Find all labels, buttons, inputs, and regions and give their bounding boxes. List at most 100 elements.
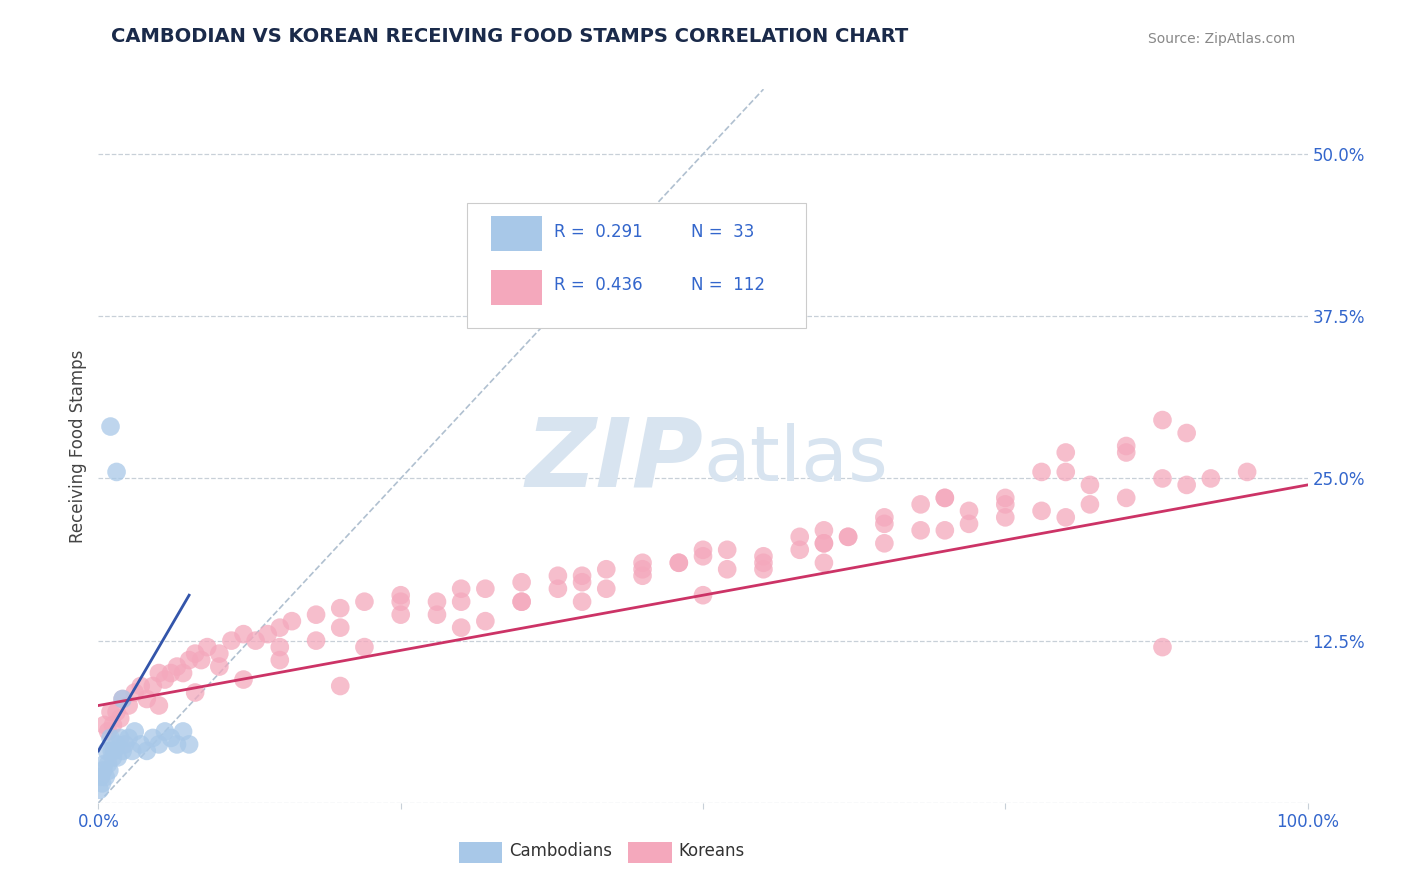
Point — [100, 419, 122, 434]
Point — [668, 556, 690, 570]
Point — [329, 601, 352, 615]
Point — [1175, 478, 1198, 492]
Point — [1115, 491, 1137, 505]
Point — [789, 542, 811, 557]
Point — [269, 653, 291, 667]
Point — [510, 575, 533, 590]
Point — [752, 562, 775, 576]
Point — [1054, 510, 1077, 524]
Point — [129, 679, 152, 693]
FancyBboxPatch shape — [492, 216, 543, 252]
Point — [160, 666, 183, 681]
Point — [450, 595, 472, 609]
Point — [135, 692, 157, 706]
FancyBboxPatch shape — [458, 842, 502, 863]
Text: CAMBODIAN VS KOREAN RECEIVING FOOD STAMPS CORRELATION CHART: CAMBODIAN VS KOREAN RECEIVING FOOD STAMP… — [111, 28, 908, 46]
Point — [631, 556, 654, 570]
Point — [98, 764, 121, 778]
Point — [89, 782, 111, 797]
Point — [873, 510, 896, 524]
Point — [813, 556, 835, 570]
Point — [631, 568, 654, 582]
Point — [1054, 445, 1077, 459]
Point — [108, 711, 131, 725]
Point — [547, 582, 569, 596]
Point — [121, 744, 143, 758]
Point — [256, 627, 278, 641]
Text: N =  33: N = 33 — [690, 223, 754, 241]
Point — [873, 536, 896, 550]
Point — [100, 731, 122, 745]
Point — [1078, 497, 1101, 511]
Point — [450, 582, 472, 596]
Point — [329, 621, 352, 635]
Text: R =  0.436: R = 0.436 — [554, 277, 643, 294]
FancyBboxPatch shape — [492, 269, 543, 305]
Point — [269, 640, 291, 654]
Point — [1115, 445, 1137, 459]
Point — [184, 685, 207, 699]
Point — [184, 647, 207, 661]
Point — [108, 731, 131, 745]
Point — [94, 770, 117, 784]
Point — [305, 633, 328, 648]
Point — [142, 679, 165, 693]
Point — [692, 588, 714, 602]
Point — [148, 738, 170, 752]
Point — [172, 666, 194, 681]
Point — [1236, 465, 1258, 479]
FancyBboxPatch shape — [628, 842, 672, 863]
Point — [837, 530, 859, 544]
Point — [510, 595, 533, 609]
Point — [124, 724, 146, 739]
Point — [97, 724, 120, 739]
Point — [179, 653, 201, 667]
Point — [100, 705, 122, 719]
Point — [105, 738, 128, 752]
Point — [101, 750, 124, 764]
Point — [93, 756, 115, 771]
Point — [166, 738, 188, 752]
Point — [595, 562, 617, 576]
Point — [221, 633, 243, 648]
FancyBboxPatch shape — [467, 203, 806, 328]
Point — [208, 659, 231, 673]
Point — [1152, 640, 1174, 654]
Point — [571, 575, 593, 590]
Point — [994, 497, 1017, 511]
Point — [101, 718, 124, 732]
Point — [389, 607, 412, 622]
Text: Source: ZipAtlas.com: Source: ZipAtlas.com — [1149, 32, 1295, 46]
Point — [910, 497, 932, 511]
Point — [179, 738, 201, 752]
Point — [111, 692, 134, 706]
Point — [91, 764, 114, 778]
Point — [910, 524, 932, 538]
Point — [160, 731, 183, 745]
Point — [153, 724, 176, 739]
Point — [190, 653, 212, 667]
Point — [148, 666, 170, 681]
Point — [474, 582, 496, 596]
Point — [1078, 478, 1101, 492]
Point — [103, 744, 125, 758]
Text: R =  0.291: R = 0.291 — [554, 223, 643, 241]
Point — [631, 562, 654, 576]
Point — [1152, 471, 1174, 485]
Point — [135, 744, 157, 758]
Point — [716, 562, 738, 576]
Point — [111, 744, 134, 758]
Point — [813, 536, 835, 550]
Point — [426, 607, 449, 622]
Point — [1031, 465, 1053, 479]
Text: Cambodians: Cambodians — [509, 842, 613, 860]
Text: atlas: atlas — [703, 424, 887, 497]
Point — [813, 524, 835, 538]
Point — [426, 595, 449, 609]
Point — [668, 556, 690, 570]
Text: ZIP: ZIP — [524, 414, 703, 507]
Point — [97, 756, 120, 771]
Point — [571, 595, 593, 609]
Point — [329, 679, 352, 693]
Point — [245, 633, 267, 648]
